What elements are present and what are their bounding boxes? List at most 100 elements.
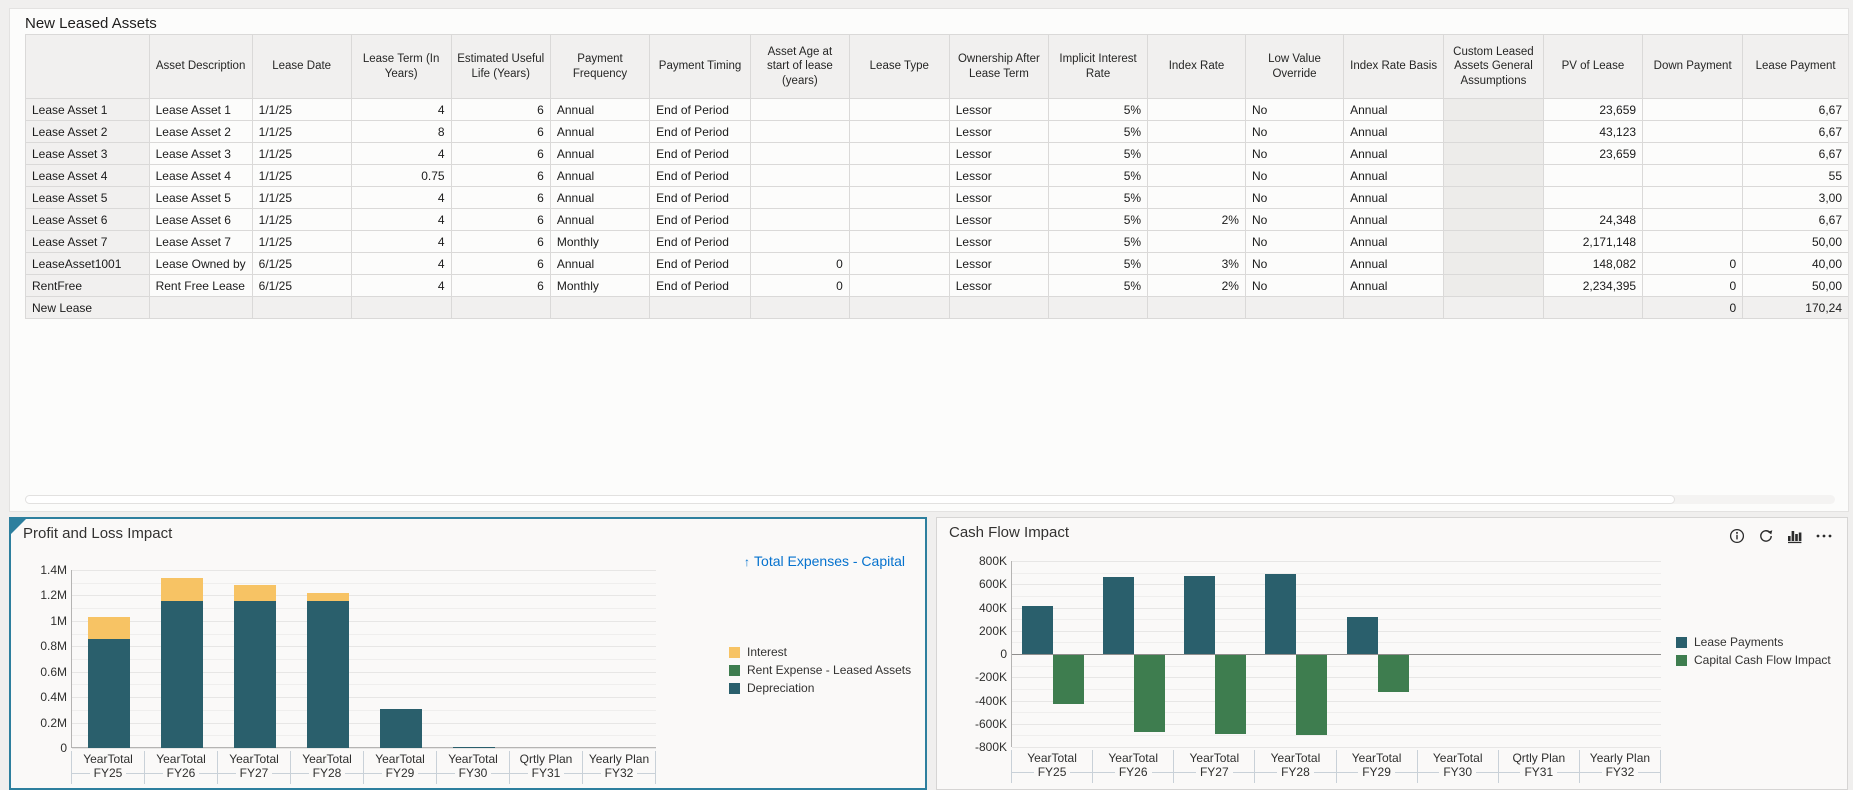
grid-cell[interactable]: 6 <box>450 120 551 143</box>
row-header[interactable]: Lease Asset 2 <box>25 120 150 143</box>
grid-cell[interactable]: 0.75 <box>350 164 452 187</box>
bar-segment[interactable] <box>306 600 349 748</box>
grid-cell[interactable]: End of Period <box>649 164 751 187</box>
grid-cell[interactable]: 4 <box>350 98 452 121</box>
legend-item[interactable]: Capital Cash Flow Impact <box>1676 653 1831 667</box>
grid-cell[interactable]: 6/1/25 <box>251 274 352 297</box>
grid-cell[interactable]: Lease Asset 6 <box>148 208 253 231</box>
grid-cell[interactable]: No <box>1244 98 1345 121</box>
row-header[interactable]: Lease Asset 1 <box>25 98 150 121</box>
drill-up-link[interactable]: ↑ Total Expenses - Capital <box>744 553 905 569</box>
grid-cell[interactable]: End of Period <box>649 230 751 253</box>
grid-cell[interactable]: No <box>1244 230 1345 253</box>
bar-segment[interactable] <box>233 600 276 748</box>
grid-cell[interactable] <box>1147 142 1246 165</box>
grid-cell[interactable]: Lease Asset 3 <box>148 142 253 165</box>
grid-cell[interactable] <box>1147 98 1246 121</box>
grid-cell[interactable]: 0 <box>749 274 850 297</box>
grid-cell[interactable]: 55 <box>1742 164 1848 187</box>
bar-segment[interactable] <box>1346 617 1378 654</box>
grid-cell[interactable]: No <box>1244 208 1345 231</box>
bar-segment[interactable] <box>1377 655 1409 693</box>
grid-cell[interactable]: 24,348 <box>1542 208 1644 231</box>
grid-cell[interactable] <box>848 208 950 231</box>
grid-cell[interactable]: 2% <box>1147 208 1246 231</box>
grid-cell[interactable] <box>1147 164 1246 187</box>
row-header[interactable]: Lease Asset 5 <box>25 186 150 209</box>
bar-segment[interactable] <box>1215 655 1247 735</box>
grid-cell[interactable] <box>749 142 850 165</box>
grid-cell[interactable]: 2% <box>1147 274 1246 297</box>
row-header[interactable]: LeaseAsset1001 <box>25 252 150 275</box>
grid-cell[interactable]: 23,659 <box>1542 98 1644 121</box>
grid-cell[interactable]: Annual <box>549 98 651 121</box>
grid-cell[interactable]: No <box>1244 186 1345 209</box>
scrollbar-thumb[interactable] <box>25 495 1675 504</box>
bar-segment[interactable] <box>87 638 130 748</box>
grid-cell[interactable]: 43,123 <box>1542 120 1644 143</box>
bar-segment[interactable] <box>160 578 203 601</box>
grid-cell[interactable]: 1/1/25 <box>251 186 352 209</box>
grid-cell[interactable] <box>848 230 950 253</box>
grid-cell[interactable]: 148,082 <box>1542 252 1644 275</box>
grid-cell[interactable]: 5% <box>1048 274 1149 297</box>
grid-cell[interactable]: Lease Asset 5 <box>148 186 253 209</box>
grid-cell[interactable]: Lease Asset 4 <box>148 164 253 187</box>
grid-cell[interactable]: Lessor <box>948 274 1050 297</box>
grid-cell[interactable]: No <box>1244 120 1345 143</box>
grid-cell[interactable]: 6 <box>450 98 551 121</box>
grid-cell[interactable]: 1/1/25 <box>251 164 352 187</box>
grid-cell[interactable]: No <box>1244 252 1345 275</box>
grid-cell[interactable]: 6 <box>450 164 551 187</box>
bar-segment[interactable] <box>1296 655 1328 736</box>
bar-segment[interactable] <box>1021 606 1053 654</box>
grid-cell[interactable] <box>848 252 950 275</box>
bar-segment[interactable] <box>160 600 203 748</box>
grid-cell[interactable]: 40,00 <box>1742 252 1848 275</box>
grid-cell[interactable]: 2,234,395 <box>1542 274 1644 297</box>
grid-cell[interactable] <box>749 186 850 209</box>
grid-cell[interactable]: No <box>1244 164 1345 187</box>
grid-cell[interactable]: 4 <box>350 252 452 275</box>
grid-cell[interactable] <box>749 164 850 187</box>
grid-cell[interactable]: 1/1/25 <box>251 142 352 165</box>
grid-cell[interactable] <box>848 98 950 121</box>
grid-cell[interactable]: Annual <box>1343 186 1445 209</box>
grid-cell[interactable]: 1/1/25 <box>251 230 352 253</box>
grid-cell[interactable] <box>1542 164 1644 187</box>
grid-cell[interactable]: End of Period <box>649 120 751 143</box>
grid-cell[interactable]: Lease Asset 7 <box>148 230 253 253</box>
grid-cell[interactable]: Annual <box>1343 98 1445 121</box>
grid-cell[interactable]: Annual <box>549 186 651 209</box>
grid-cell[interactable]: 6 <box>450 274 551 297</box>
grid-cell[interactable]: 5% <box>1048 120 1149 143</box>
bar-segment[interactable] <box>1265 573 1297 654</box>
grid-cell[interactable] <box>1147 230 1246 253</box>
grid-cell[interactable]: Lessor <box>948 164 1050 187</box>
info-icon[interactable] <box>1728 527 1746 545</box>
grid-cell[interactable]: 6,67 <box>1742 98 1848 121</box>
row-header[interactable]: Lease Asset 4 <box>25 164 150 187</box>
grid-cell[interactable]: 4 <box>350 186 452 209</box>
bar-segment[interactable] <box>87 617 130 639</box>
more-actions-icon[interactable] <box>1815 527 1833 545</box>
grid-cell[interactable] <box>1642 98 1744 121</box>
grid-cell[interactable]: 23,659 <box>1542 142 1644 165</box>
grid-cell[interactable]: End of Period <box>649 98 751 121</box>
grid-cell[interactable] <box>1147 120 1246 143</box>
grid-cell[interactable]: Lease Asset 2 <box>148 120 253 143</box>
bar-segment[interactable] <box>453 746 496 748</box>
grid-cell[interactable]: Lessor <box>948 98 1050 121</box>
grid-cell[interactable]: 4 <box>350 208 452 231</box>
grid-cell[interactable]: 6,67 <box>1742 120 1848 143</box>
row-header[interactable]: Lease Asset 7 <box>25 230 150 253</box>
grid-cell[interactable]: 6 <box>450 142 551 165</box>
grid-cell[interactable]: Lessor <box>948 142 1050 165</box>
bar-segment[interactable] <box>1133 655 1165 732</box>
grid-cell[interactable]: 0 <box>749 252 850 275</box>
grid-cell[interactable]: Annual <box>549 120 651 143</box>
bar-segment[interactable] <box>1102 577 1134 654</box>
grid-cell[interactable] <box>1642 208 1744 231</box>
bar-segment[interactable] <box>380 709 423 748</box>
row-header[interactable]: Lease Asset 6 <box>25 208 150 231</box>
